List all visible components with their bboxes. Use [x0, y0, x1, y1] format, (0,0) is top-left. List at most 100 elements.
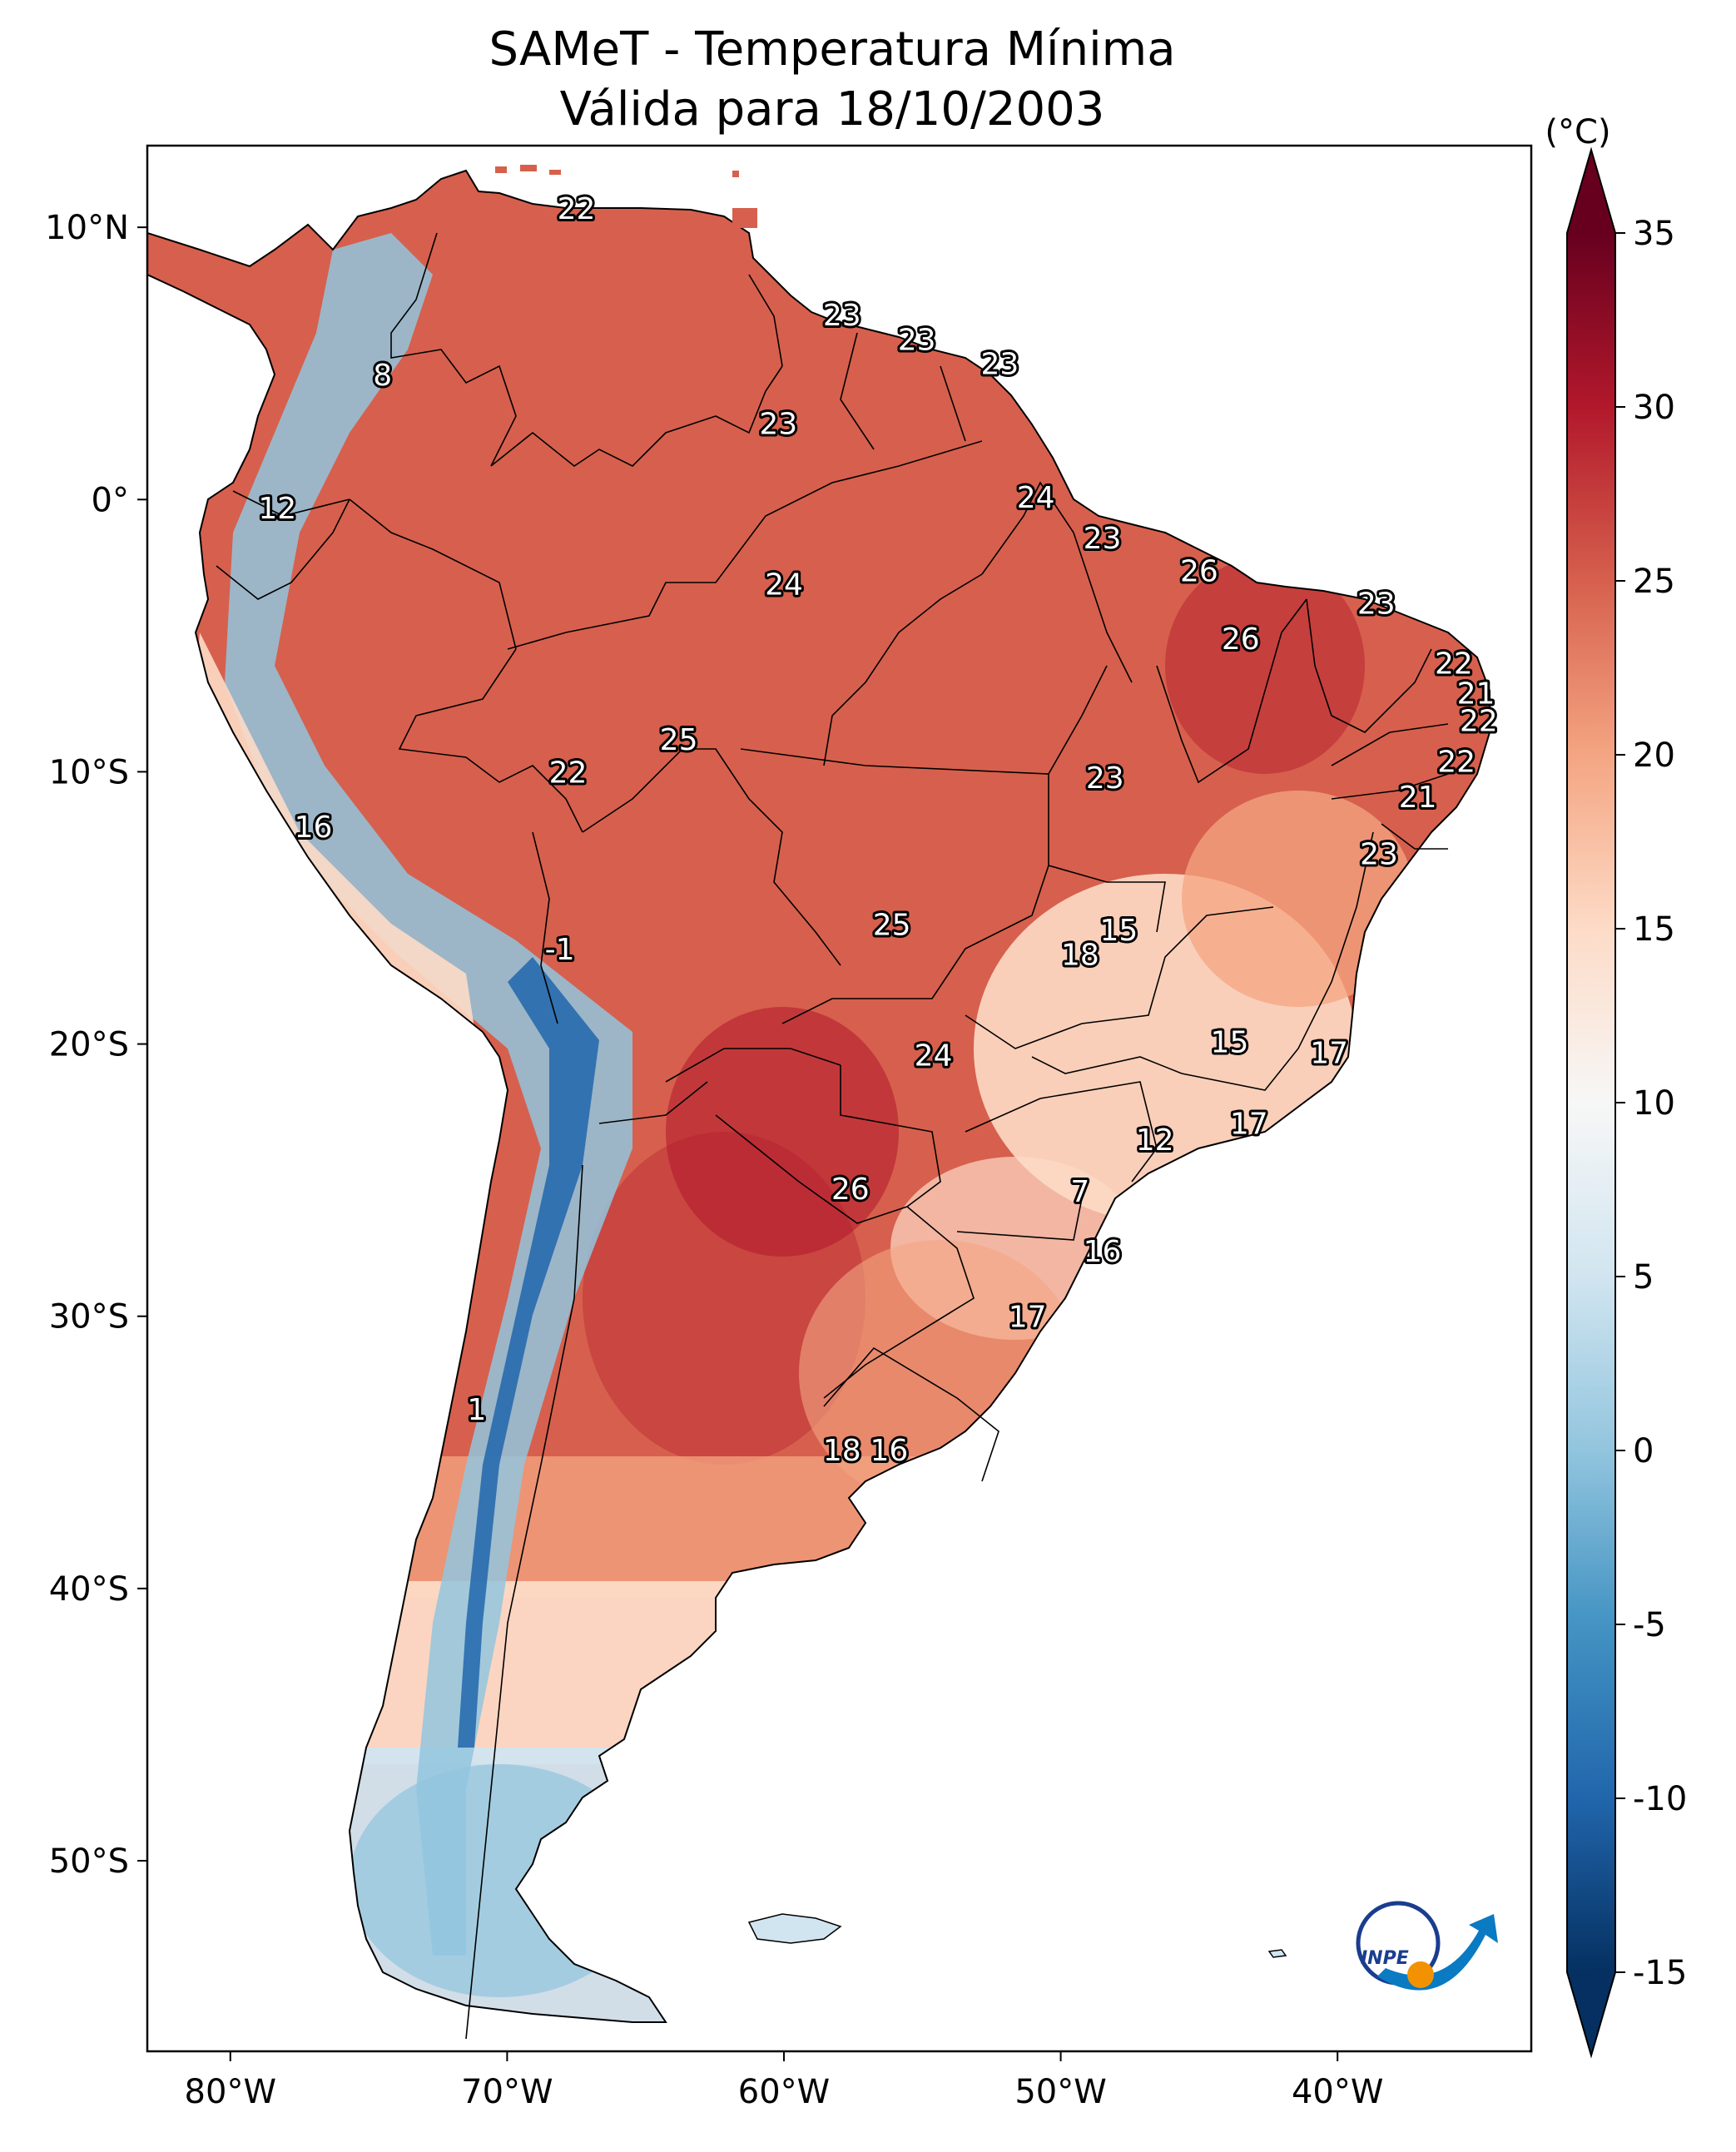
lat-tick-label: 10°S [49, 753, 129, 791]
colorbar-bottom-extension [1567, 1972, 1615, 2055]
station-value-label: -1 [545, 933, 575, 967]
colorbar-tick-label: -10 [1633, 1780, 1687, 1818]
station-value-label: 23 [898, 323, 936, 357]
coastline [147, 169, 1490, 2023]
border-bolivia-argentina [598, 1081, 708, 1124]
colorbar: (°C) 35 30 25 20 15 10 5 0 -5 -10 -15 [1545, 113, 1687, 2059]
south-georgia-island [1267, 1949, 1287, 1958]
station-value-label: 21 [1399, 781, 1437, 815]
colorbar-tick-label: 5 [1633, 1258, 1654, 1297]
colorbar-bar [1567, 233, 1615, 1972]
station-value-label: 23 [981, 348, 1019, 382]
station-value-label: 8 [373, 359, 392, 393]
border-brazil-states-15 [981, 481, 1074, 575]
colorbar-tick-label: 10 [1633, 1084, 1675, 1123]
station-value-label: 21 [1457, 677, 1495, 712]
border-colombia-ecuador [232, 490, 350, 517]
falkland-islands [747, 1913, 842, 1944]
border-suriname-guiana [940, 365, 966, 442]
station-value-label: 23 [1360, 838, 1398, 872]
colorbar-top-extension [1567, 150, 1615, 233]
station-value-label: 17 [1230, 1107, 1268, 1141]
inpe-logo-swoosh [1377, 1914, 1498, 1991]
border-brazil-states-10 [1306, 598, 1432, 733]
station-value-label: 26 [831, 1173, 870, 1207]
border-peru-bolivia [532, 831, 558, 1024]
inpe-logo-sun [1407, 1961, 1434, 1988]
station-value-label: 25 [873, 909, 911, 943]
lat-tick-label: 20°S [49, 1026, 129, 1064]
border-paraguay-argentina [715, 1114, 908, 1224]
lon-tick-label: 50°W [1014, 2073, 1106, 2111]
border-venezuela-colombia [390, 232, 517, 467]
lon-tick-label: 60°W [738, 2073, 830, 2111]
station-value-label: 24 [765, 568, 803, 602]
border-ecuador-peru [216, 498, 350, 600]
islands [747, 1913, 1287, 1958]
lon-tick-label: 70°W [461, 2073, 553, 2111]
lat-tick-label: 10°N [45, 209, 129, 247]
border-brazil-states-5 [965, 906, 1274, 1049]
border-argentina-brazil [823, 1206, 975, 1399]
border-chile-argentina [465, 1164, 583, 2040]
lat-tick-label: 50°S [49, 1842, 129, 1881]
station-value-label: 22 [1437, 745, 1476, 779]
colorbar-tick-label: 20 [1633, 736, 1675, 775]
border-brazil-states-8 [956, 1197, 1083, 1241]
andes-coldest-core [458, 957, 599, 1748]
colorbar-unit: (°C) [1545, 113, 1610, 151]
station-value-label: 22 [1460, 704, 1498, 738]
station-value-label: 16 [295, 811, 333, 845]
longitude-axis: 80°W 70°W 60°W 50°W 40°W [185, 2051, 1383, 2111]
border-uruguay [823, 1346, 999, 1482]
station-value-label: 15 [1100, 914, 1138, 948]
colorbar-tick-label: -5 [1633, 1606, 1666, 1644]
colorbar-ticks: 35 30 25 20 15 10 5 0 -5 -10 -15 [1615, 215, 1687, 1992]
lat-tick-label: 40°S [49, 1570, 129, 1609]
station-value-label: 18 [1061, 939, 1099, 973]
station-value-label: 16 [1084, 1235, 1122, 1269]
border-brazil-states-7 [965, 1081, 1158, 1183]
station-value-label: 18 [823, 1434, 861, 1468]
border-brazil-states-6 [1031, 831, 1374, 1091]
warm-zone-chaco [583, 1132, 866, 1465]
station-value-label: 24 [1017, 481, 1055, 515]
map-title-line2: Válida para 18/10/2003 [560, 82, 1105, 136]
border-paraguay-brazil [840, 1065, 941, 1207]
station-value-label: 23 [1086, 761, 1124, 796]
lat-tick-label: 30°S [49, 1298, 129, 1336]
lon-tick-label: 80°W [185, 2073, 276, 2111]
warm-zone-piaui [1165, 558, 1365, 774]
station-value-label: 22 [549, 756, 588, 790]
border-peru-brazil [398, 648, 583, 833]
border-brazil-states-13 [1381, 823, 1448, 850]
border-brazil-states-4 [781, 865, 1049, 1024]
station-value-label: 17 [1310, 1036, 1348, 1070]
colorbar-tick-label: 30 [1633, 389, 1675, 427]
station-value-label: 7 [1070, 1175, 1089, 1209]
border-brazil-states-16 [507, 440, 983, 650]
colorbar-tick-label: 15 [1633, 910, 1675, 949]
caribbean-islands [495, 165, 757, 228]
station-value-label: 17 [1009, 1301, 1047, 1335]
station-value-label: 23 [823, 299, 861, 333]
mild-zone-bahia [1182, 791, 1415, 1007]
country-borders [216, 232, 1449, 2040]
station-value-label: 26 [1180, 554, 1218, 588]
station-value-label: 12 [1136, 1123, 1174, 1158]
border-brazil-states-1 [823, 573, 983, 766]
inpe-logo-text: INPE [1361, 1948, 1409, 1969]
colorbar-tick-label: 25 [1633, 563, 1675, 601]
station-value-label: 23 [759, 408, 797, 442]
border-bolivia-brazil [582, 748, 841, 966]
colorbar-tick-label: 0 [1633, 1432, 1654, 1470]
colorbar-tick-label: 35 [1633, 215, 1675, 253]
border-brazil-states-3 [1048, 774, 1166, 933]
border-brazil-states-12 [1331, 773, 1449, 800]
border-colombia-peru [349, 498, 517, 650]
colorbar-tick-label: -15 [1633, 1954, 1687, 1992]
map-title-line1: SAMeT - Temperatura Mínima [489, 22, 1175, 77]
station-value-label: 25 [660, 723, 698, 757]
